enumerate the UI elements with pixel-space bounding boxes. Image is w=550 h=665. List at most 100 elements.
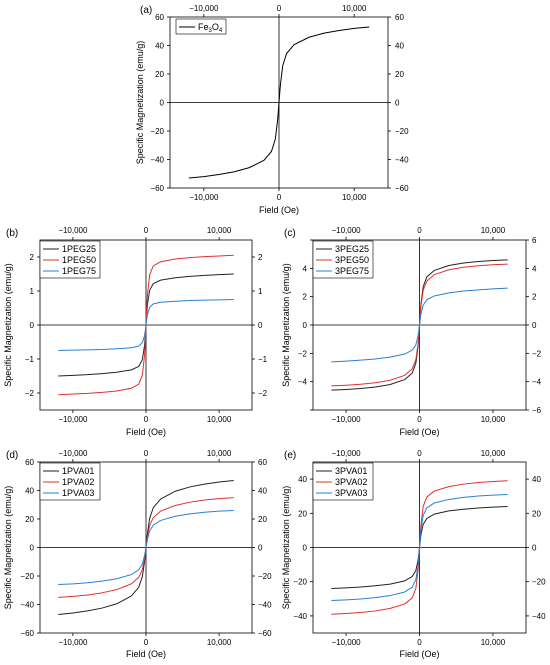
- x-tick-label-top: 10,000: [481, 226, 506, 235]
- x-tick-label-bottom: 0: [417, 415, 422, 424]
- x-tick-label-bottom: 0: [417, 638, 422, 647]
- x-tick-label-bottom: −10,000: [58, 638, 88, 647]
- x-tick-label-bottom: −10,000: [58, 415, 88, 424]
- y-tick-label-right: −1: [258, 355, 268, 364]
- y-tick-label-left: −40: [150, 156, 164, 165]
- y-axis-label: Specific Magnetization (emu/g): [3, 263, 13, 387]
- series-line-1PEG75: [58, 299, 234, 351]
- y-tick-label-left: 20: [25, 515, 34, 524]
- y-tick-label-left: 0: [160, 99, 165, 108]
- y-tick-label-right: −20: [532, 578, 546, 587]
- chart-panel-c: (c) −10,000 −10,000 0 0 10,000 10,000 −6 −4 −4 −2 −…: [281, 226, 542, 437]
- y-tick-label-right: −40: [532, 612, 546, 621]
- x-tick-label-top: −10,000: [58, 226, 88, 235]
- x-tick-label-bottom: 10,000: [342, 193, 367, 202]
- x-tick-label-top: 0: [144, 449, 149, 458]
- y-tick-label-right: −4: [532, 378, 542, 387]
- legend-label: 1PVA01: [62, 466, 94, 476]
- legend-label: 3PEG75: [335, 266, 369, 276]
- chart-panel-a: (a) −10,000 −10,000 0 0 10,000 10,000 −60 −60 −40…: [135, 4, 409, 215]
- panel-label: (d): [6, 450, 18, 461]
- y-tick-label-left: 4: [303, 264, 308, 273]
- legend-label: Fe3O4: [198, 22, 223, 34]
- series-line-Fe3O4: [188, 26, 370, 179]
- x-axis-label: Field (Oe): [259, 205, 299, 215]
- y-tick-label-left: −60: [20, 629, 34, 638]
- y-tick-label-left: 20: [298, 509, 307, 518]
- x-tick-label-bottom: −10,000: [189, 193, 219, 202]
- y-tick-label-right: 2: [532, 293, 537, 302]
- panel-label: (e): [284, 450, 296, 461]
- y-axis-label: Specific Magnetization (emu/g): [281, 486, 291, 610]
- legend-label: 1PVA03: [62, 488, 94, 498]
- x-tick-label-top: 0: [417, 449, 422, 458]
- y-tick-label-right: 60: [258, 458, 267, 467]
- y-tick-label-right: 20: [532, 509, 541, 518]
- panel-label: (b): [6, 228, 18, 239]
- x-tick-label-bottom: −10,000: [331, 415, 361, 424]
- y-tick-label-right: −60: [395, 184, 409, 193]
- y-tick-label-right: 4: [532, 264, 537, 273]
- chart-panel-b: (b) −10,000 −10,000 0 0 10,000 10,000 −2 −2 −1 −1 0…: [3, 226, 268, 437]
- legend-box: [175, 18, 227, 35]
- y-tick-label-right: −40: [395, 156, 409, 165]
- x-axis-label: Field (Oe): [399, 649, 439, 659]
- y-tick-label-left: 40: [25, 487, 34, 496]
- y-tick-label-left: −2: [25, 389, 35, 398]
- y-tick-label-left: −60: [150, 184, 164, 193]
- y-tick-label-right: 40: [395, 42, 404, 51]
- y-tick-label-left: 1: [30, 287, 35, 296]
- x-axis-label: Field (Oe): [399, 427, 439, 437]
- x-axis-label: Field (Oe): [126, 427, 166, 437]
- legend-label: 1PEG25: [62, 244, 96, 254]
- panel-label: (a): [140, 5, 152, 16]
- y-tick-label-right: 0: [395, 99, 400, 108]
- y-tick-label-right: 0: [532, 544, 537, 553]
- y-axis-label: Specific Magnetization (emu/g): [281, 263, 291, 387]
- x-tick-label-top: 0: [144, 226, 149, 235]
- x-axis-label: Field (Oe): [126, 649, 166, 659]
- x-tick-label-top: −10,000: [58, 449, 88, 458]
- x-tick-label-bottom: 10,000: [207, 638, 232, 647]
- series-line-1PVA03: [58, 509, 234, 586]
- legend-label: 3PEG25: [335, 244, 369, 254]
- y-tick-label-left: 0: [30, 321, 35, 330]
- x-tick-label-bottom: 0: [144, 638, 149, 647]
- x-tick-label-top: 10,000: [481, 449, 506, 458]
- legend-label: 3PEG50: [335, 255, 369, 265]
- series-line-3PVA03: [331, 493, 508, 602]
- y-tick-label-left: 20: [155, 70, 164, 79]
- y-tick-label-left: −20: [20, 572, 34, 581]
- x-tick-label-top: −10,000: [331, 449, 361, 458]
- y-tick-label-right: −2: [532, 349, 542, 358]
- x-tick-label-bottom: 10,000: [481, 638, 506, 647]
- x-tick-label-top: 10,000: [207, 226, 232, 235]
- y-tick-label-right: 0: [532, 321, 537, 330]
- y-tick-label-left: 2: [30, 253, 35, 262]
- y-tick-label-left: −2: [298, 349, 308, 358]
- chart-panel-d: (d) −10,000 −10,000 0 0 10,000 10,000 −60 −60 −40…: [3, 449, 272, 659]
- y-tick-label-right: 6: [532, 236, 537, 245]
- y-axis-label: Specific Magnetization (emu/g): [3, 486, 13, 610]
- y-tick-label-left: −4: [298, 378, 308, 387]
- y-tick-label-left: 60: [25, 458, 34, 467]
- y-tick-label-right: 20: [395, 70, 404, 79]
- y-tick-label-left: 0: [30, 544, 35, 553]
- x-tick-label-top: 10,000: [342, 4, 367, 13]
- y-tick-label-right: 0: [258, 321, 263, 330]
- x-tick-label-bottom: 0: [144, 415, 149, 424]
- legend-label: 3PVA01: [335, 466, 367, 476]
- y-tick-label-left: 40: [298, 475, 307, 484]
- y-tick-label-right: 2: [258, 253, 263, 262]
- y-tick-label-right: 40: [532, 475, 541, 484]
- legend-label: 3PVA03: [335, 488, 367, 498]
- y-tick-label-left: −1: [25, 355, 35, 364]
- y-tick-label-right: −20: [258, 572, 272, 581]
- x-tick-label-bottom: 10,000: [481, 415, 506, 424]
- y-tick-label-right: 1: [258, 287, 263, 296]
- y-tick-label-right: −6: [532, 406, 542, 415]
- x-tick-label-top: 0: [417, 226, 422, 235]
- y-tick-label-right: 0: [258, 544, 263, 553]
- x-tick-label-bottom: 10,000: [207, 415, 232, 424]
- y-tick-label-left: 0: [303, 321, 308, 330]
